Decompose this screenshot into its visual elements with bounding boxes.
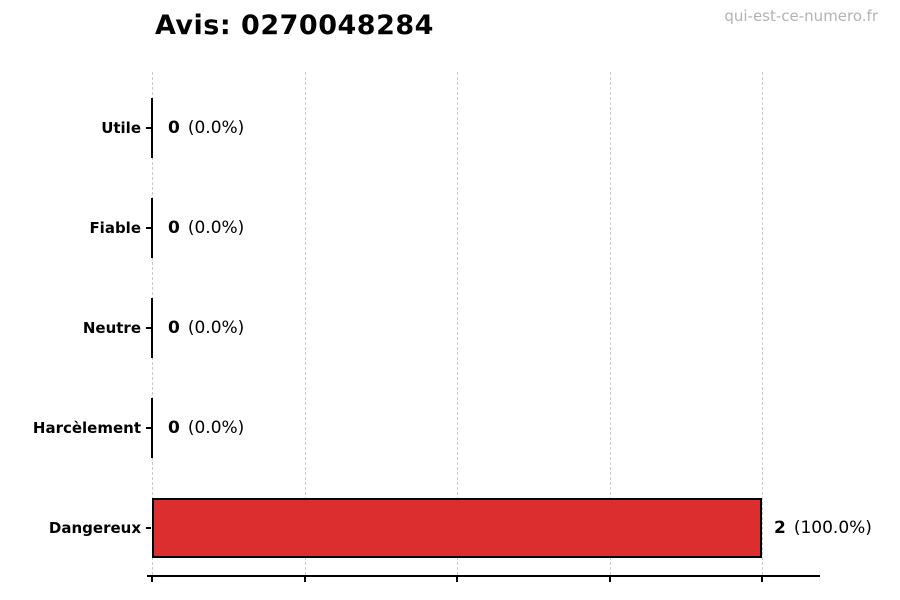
x-tick-1 (303, 577, 306, 582)
value-percentage: (0.0%) (187, 117, 245, 138)
y-tick-0 (146, 126, 151, 129)
y-tick-4 (146, 526, 151, 529)
ytick-label-utile: Utile (101, 118, 141, 137)
value-percentage: (0.0%) (187, 217, 245, 238)
zero-bar-harcelement (151, 397, 153, 458)
watermark: qui-est-ce-numero.fr (724, 7, 878, 25)
value-percentage: (100.0%) (793, 517, 872, 538)
value-count: 0 (168, 217, 180, 238)
value-label-dangereux: 2 (100.0%) (774, 516, 872, 540)
x-tick-2 (456, 577, 458, 582)
value-count: 0 (168, 317, 180, 338)
value-count: 2 (774, 517, 786, 538)
gridline-3 (609, 72, 611, 575)
y-tick-3 (146, 426, 151, 429)
x-tick-0 (151, 577, 153, 582)
value-label-fiable: 0 (0.0%) (168, 216, 244, 240)
value-percentage: (0.0%) (187, 317, 245, 338)
value-count: 0 (168, 117, 180, 138)
y-tick-1 (146, 226, 151, 229)
x-tick-4 (761, 577, 763, 582)
ytick-label-fiable: Fiable (89, 218, 141, 237)
x-tick-3 (608, 577, 611, 582)
value-count: 0 (168, 417, 180, 438)
value-label-utile: 0 (0.0%) (168, 116, 244, 140)
gridline-2 (457, 72, 458, 575)
zero-bar-utile (151, 97, 153, 158)
value-percentage: (0.0%) (187, 417, 245, 438)
x-axis (147, 575, 820, 577)
zero-bar-fiable (151, 197, 153, 258)
gridline-4 (762, 72, 763, 575)
bar-dangereux (152, 497, 762, 558)
ytick-label-neutre: Neutre (82, 318, 141, 337)
chart-title: Avis: 0270048284 (155, 10, 434, 41)
value-label-harcelement: 0 (0.0%) (168, 416, 244, 440)
value-label-neutre: 0 (0.0%) (168, 316, 244, 340)
zero-bar-neutre (151, 297, 153, 358)
gridline-1 (304, 72, 306, 575)
ytick-label-harcelement: Harcèlement (32, 418, 141, 437)
ytick-label-dangereux: Dangereux (48, 518, 141, 537)
y-tick-2 (146, 326, 151, 329)
